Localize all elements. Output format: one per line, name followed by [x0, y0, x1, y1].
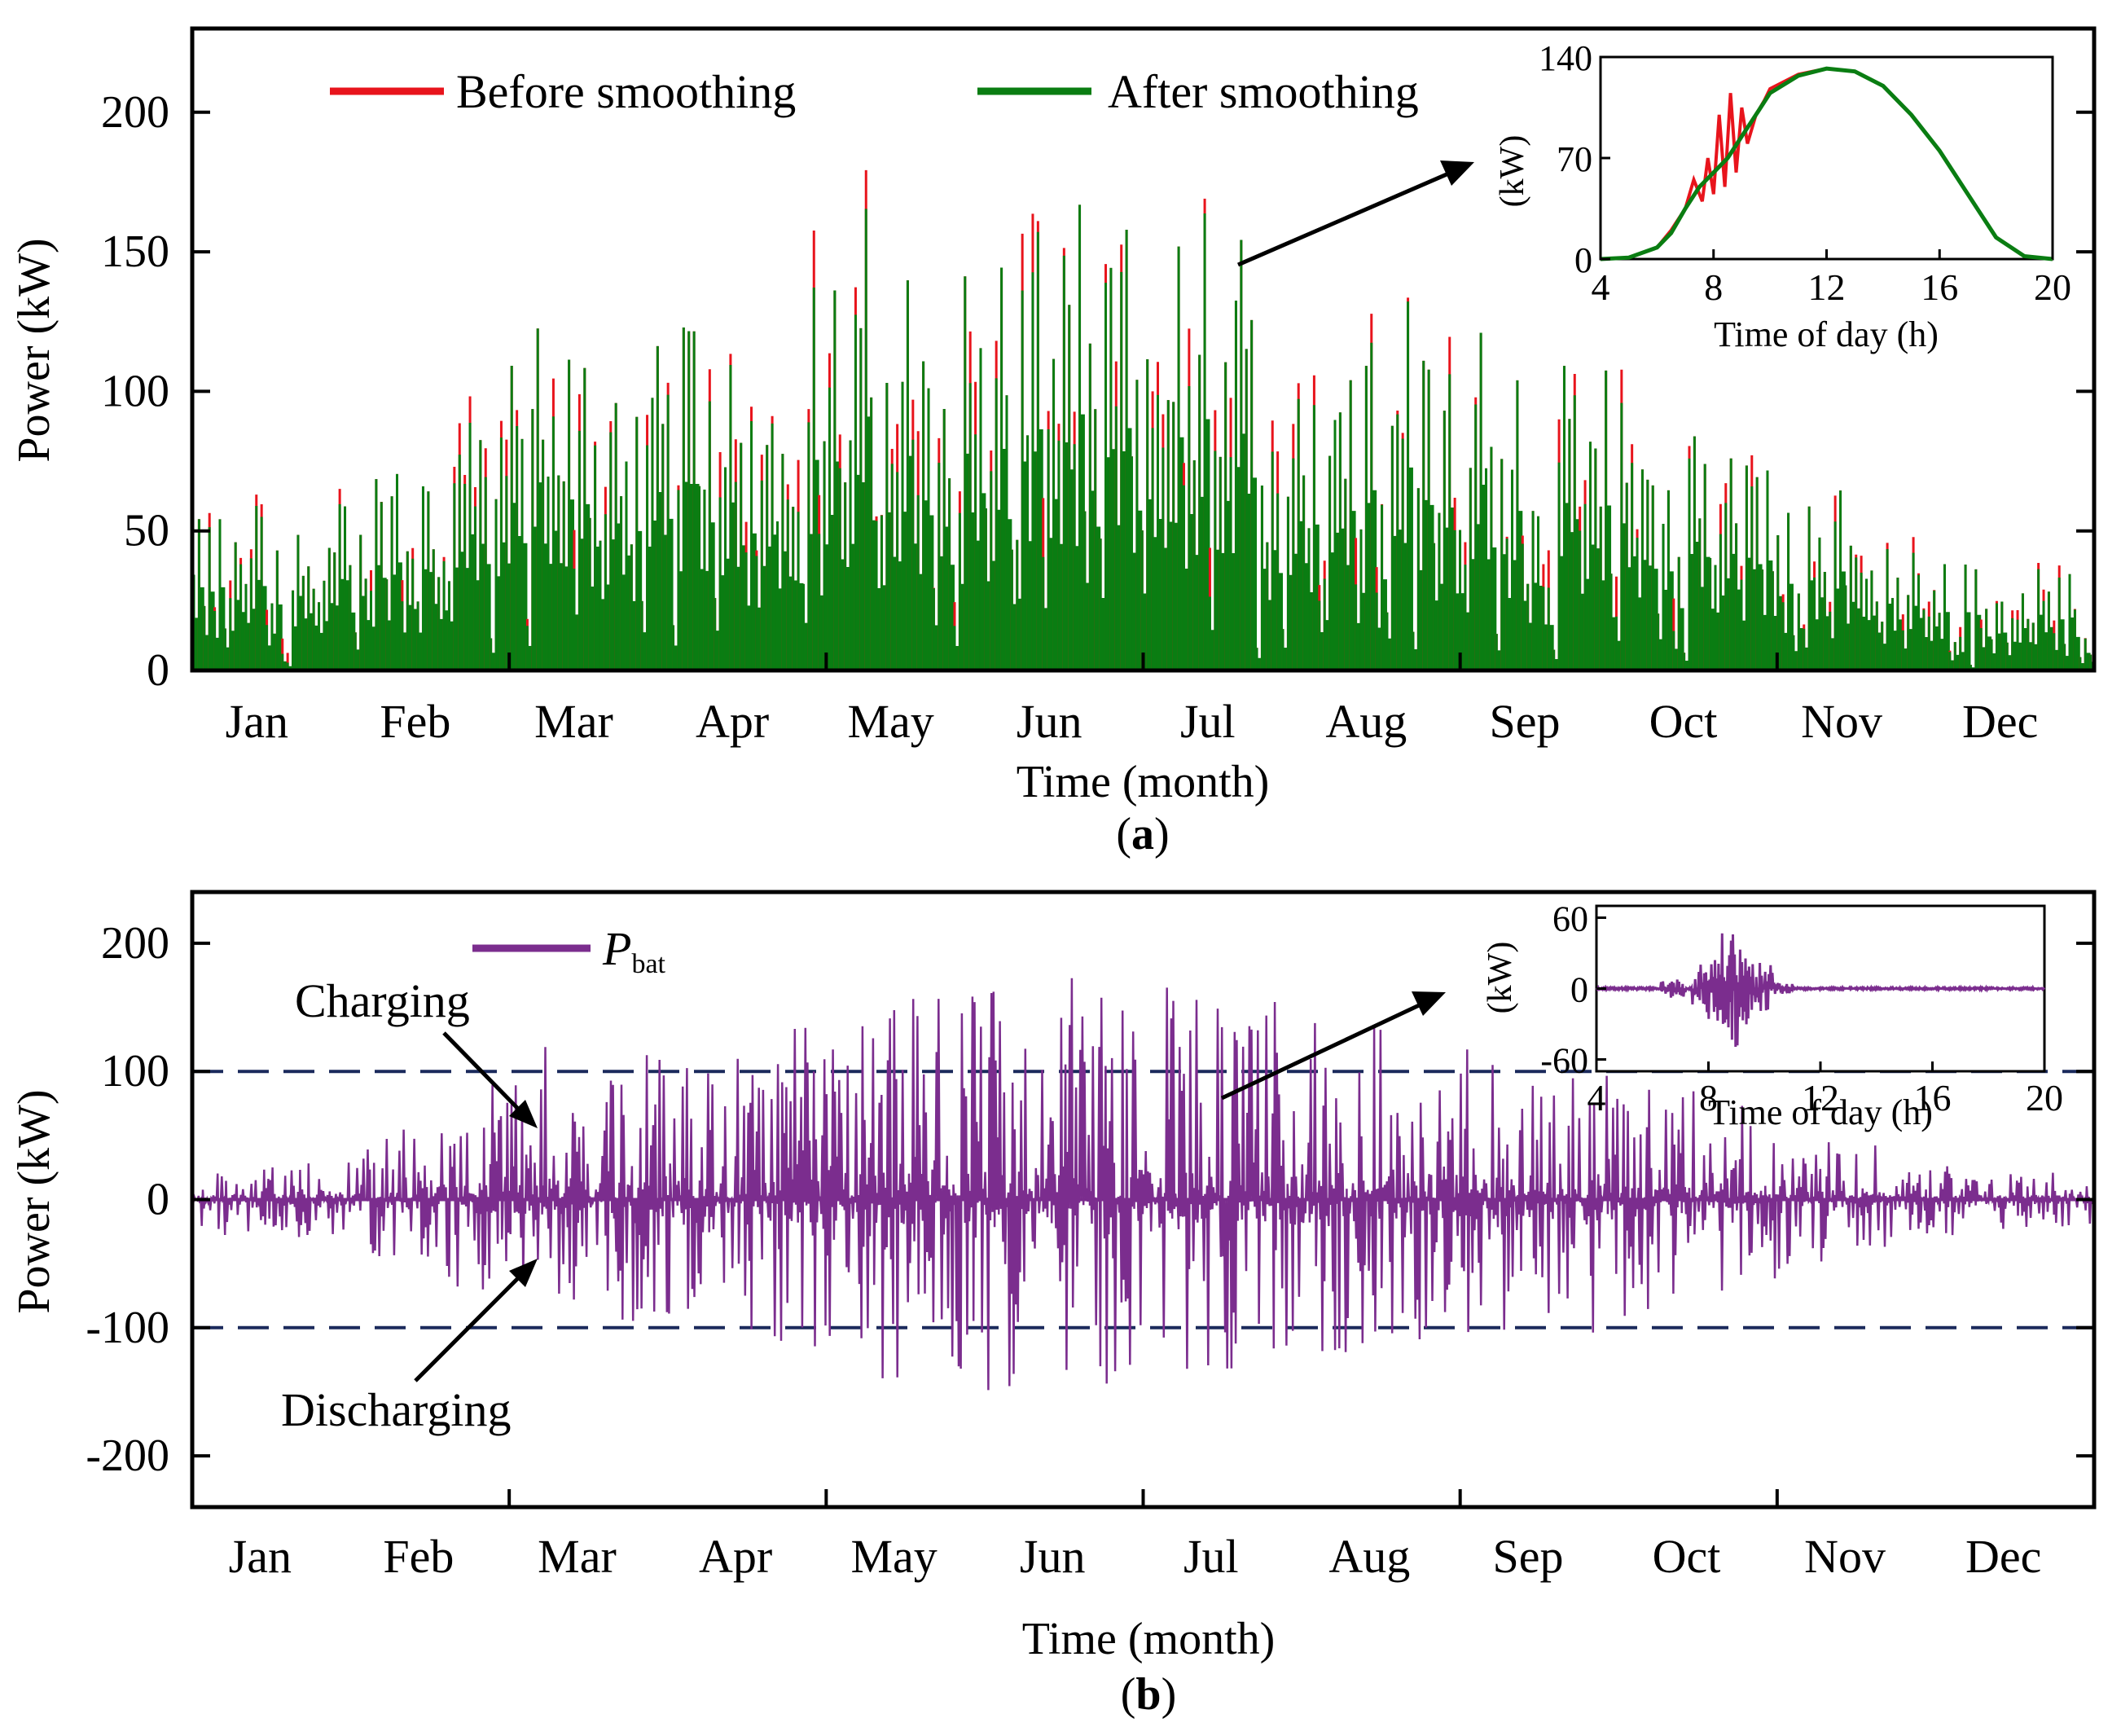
annotation-discharging: Discharging — [281, 1383, 511, 1436]
panel-b-caption: (b) — [1121, 1669, 1176, 1720]
x-tick-label: Apr — [699, 1530, 772, 1583]
x-tick-label: Jan — [229, 1530, 292, 1583]
x-tick-label: May — [847, 695, 933, 748]
panel-a-inset-x-label: Time of day (h) — [1714, 314, 1939, 354]
charging-arrowhead — [509, 1100, 538, 1128]
y-tick-label: 100 — [101, 366, 169, 416]
panel-a-inset-frame — [1599, 55, 2054, 261]
x-tick-label: May — [850, 1530, 937, 1583]
x-tick-label: Nov — [1801, 695, 1882, 748]
x-tick-label: Sep — [1489, 695, 1560, 748]
inset-x-tick-label: 12 — [1808, 266, 1846, 308]
legend-pbat-label: Pbat — [602, 922, 666, 979]
panel-b-signal — [191, 978, 2096, 1391]
inset-x-tick-label: 8 — [1699, 1077, 1718, 1119]
y-tick-label: 50 — [124, 506, 169, 556]
inset-pbat-line — [1595, 933, 2046, 1048]
panel-a-inset-y-label: (kW) — [1494, 135, 1531, 208]
x-tick-label: Oct — [1649, 695, 1718, 748]
x-tick-label: Apr — [696, 695, 769, 748]
panel-b-zoom-arrowhead — [1412, 991, 1446, 1016]
inset-x-tick-label: 4 — [1587, 1077, 1606, 1119]
x-tick-label: Jul — [1180, 695, 1236, 748]
legend-before-label: Before smoothing — [456, 65, 796, 118]
inset-after-line — [1600, 66, 2053, 261]
x-tick-label: Nov — [1804, 1530, 1886, 1583]
panel-a-y-axis-label: Power (kW) — [9, 238, 59, 462]
panel-a-x-ticks: Jan Feb Mar Apr May Jun Jul Aug Sep Oct Nov Dec — [226, 653, 2038, 748]
y-tick-label: -100 — [86, 1303, 169, 1353]
panel-b-inset-x-label: Time of day (h) — [1708, 1092, 1933, 1132]
discharging-arrowhead — [509, 1259, 538, 1287]
legend-after-label: After smoothing — [1108, 65, 1419, 118]
y-tick-label: 200 — [101, 87, 169, 138]
panel-b-x-axis-label: Time (month) — [1022, 1614, 1276, 1664]
x-tick-label: Jun — [1020, 1530, 1086, 1583]
x-tick-label: Dec — [1965, 1530, 2041, 1583]
y-tick-label: -200 — [86, 1431, 169, 1481]
inset-y-tick-label: 70 — [1557, 139, 1592, 179]
panel-b-y-axis-label: Power (kW) — [9, 1089, 59, 1313]
inset-y-tick-label: 140 — [1539, 38, 1592, 78]
y-tick-label: 100 — [101, 1046, 169, 1097]
x-tick-label: Oct — [1653, 1530, 1721, 1583]
x-tick-label: Jan — [226, 695, 288, 748]
discharging-arrow — [414, 1273, 523, 1382]
inset-x-tick-label: 16 — [1914, 1077, 1952, 1119]
annotation-charging: Charging — [295, 974, 470, 1027]
panel-a-inset: 4 8 12 16 20 0 70 140 (kW) Time of day (h) — [1494, 38, 2071, 354]
y-tick-label: 0 — [147, 1175, 169, 1225]
panel-a-zoom-arrow — [1237, 167, 1459, 267]
inset-x-tick-label: 12 — [1802, 1077, 1839, 1119]
x-tick-label: Mar — [534, 695, 613, 748]
panel-a-inset-lines — [1600, 66, 2053, 261]
x-tick-label: Sep — [1492, 1530, 1563, 1583]
inset-x-tick-label: 4 — [1592, 266, 1610, 308]
y-tick-label: 200 — [101, 918, 169, 969]
inset-y-tick-label: 0 — [1570, 970, 1588, 1010]
panel-b-inset: 4 8 12 16 20 -60 0 60 (kW) Time of day (h) — [1482, 899, 2063, 1133]
y-tick-label: 150 — [101, 226, 169, 277]
panel-a-caption: (a) — [1116, 809, 1169, 859]
inset-x-tick-label: 16 — [1921, 266, 1958, 308]
panel-b-inset-ticks: 4 8 12 16 20 -60 0 60 — [1540, 899, 2063, 1119]
inset-y-tick-label: -60 — [1540, 1041, 1588, 1081]
inset-x-tick-label: 20 — [2034, 266, 2071, 308]
panel-b-zoom-arrow — [1220, 998, 1431, 1101]
panel-a-bars — [192, 169, 2096, 670]
x-tick-label: Feb — [383, 1530, 454, 1583]
x-tick-label: Dec — [1962, 695, 2038, 748]
y-tick-label: 0 — [147, 645, 169, 696]
x-tick-label: Mar — [538, 1530, 617, 1583]
panel-a-inset-ticks: 4 8 12 16 20 0 70 140 — [1539, 38, 2071, 308]
inset-x-tick-label: 20 — [2026, 1077, 2063, 1119]
panel-b-x-ticks: Jan Feb Mar Apr May Jun Jul Aug Sep Oct Nov Dec — [229, 1489, 2041, 1583]
inset-x-tick-label: 8 — [1704, 266, 1723, 308]
x-tick-label: Feb — [380, 695, 450, 748]
panel-a-x-axis-label: Time (month) — [1017, 757, 1270, 807]
charging-arrow — [442, 1031, 523, 1114]
x-tick-label: Aug — [1328, 1530, 1410, 1583]
panel-b-inset-lines — [1595, 933, 2046, 1048]
x-tick-label: Aug — [1325, 695, 1407, 748]
x-tick-label: Jul — [1183, 1530, 1239, 1583]
inset-y-tick-label: 0 — [1574, 240, 1592, 280]
inset-y-tick-label: 60 — [1552, 899, 1588, 939]
panel-a-zoom-arrowhead — [1440, 160, 1474, 186]
x-tick-label: Jun — [1017, 695, 1082, 748]
panel-b-inset-y-label: (kW) — [1482, 942, 1519, 1014]
